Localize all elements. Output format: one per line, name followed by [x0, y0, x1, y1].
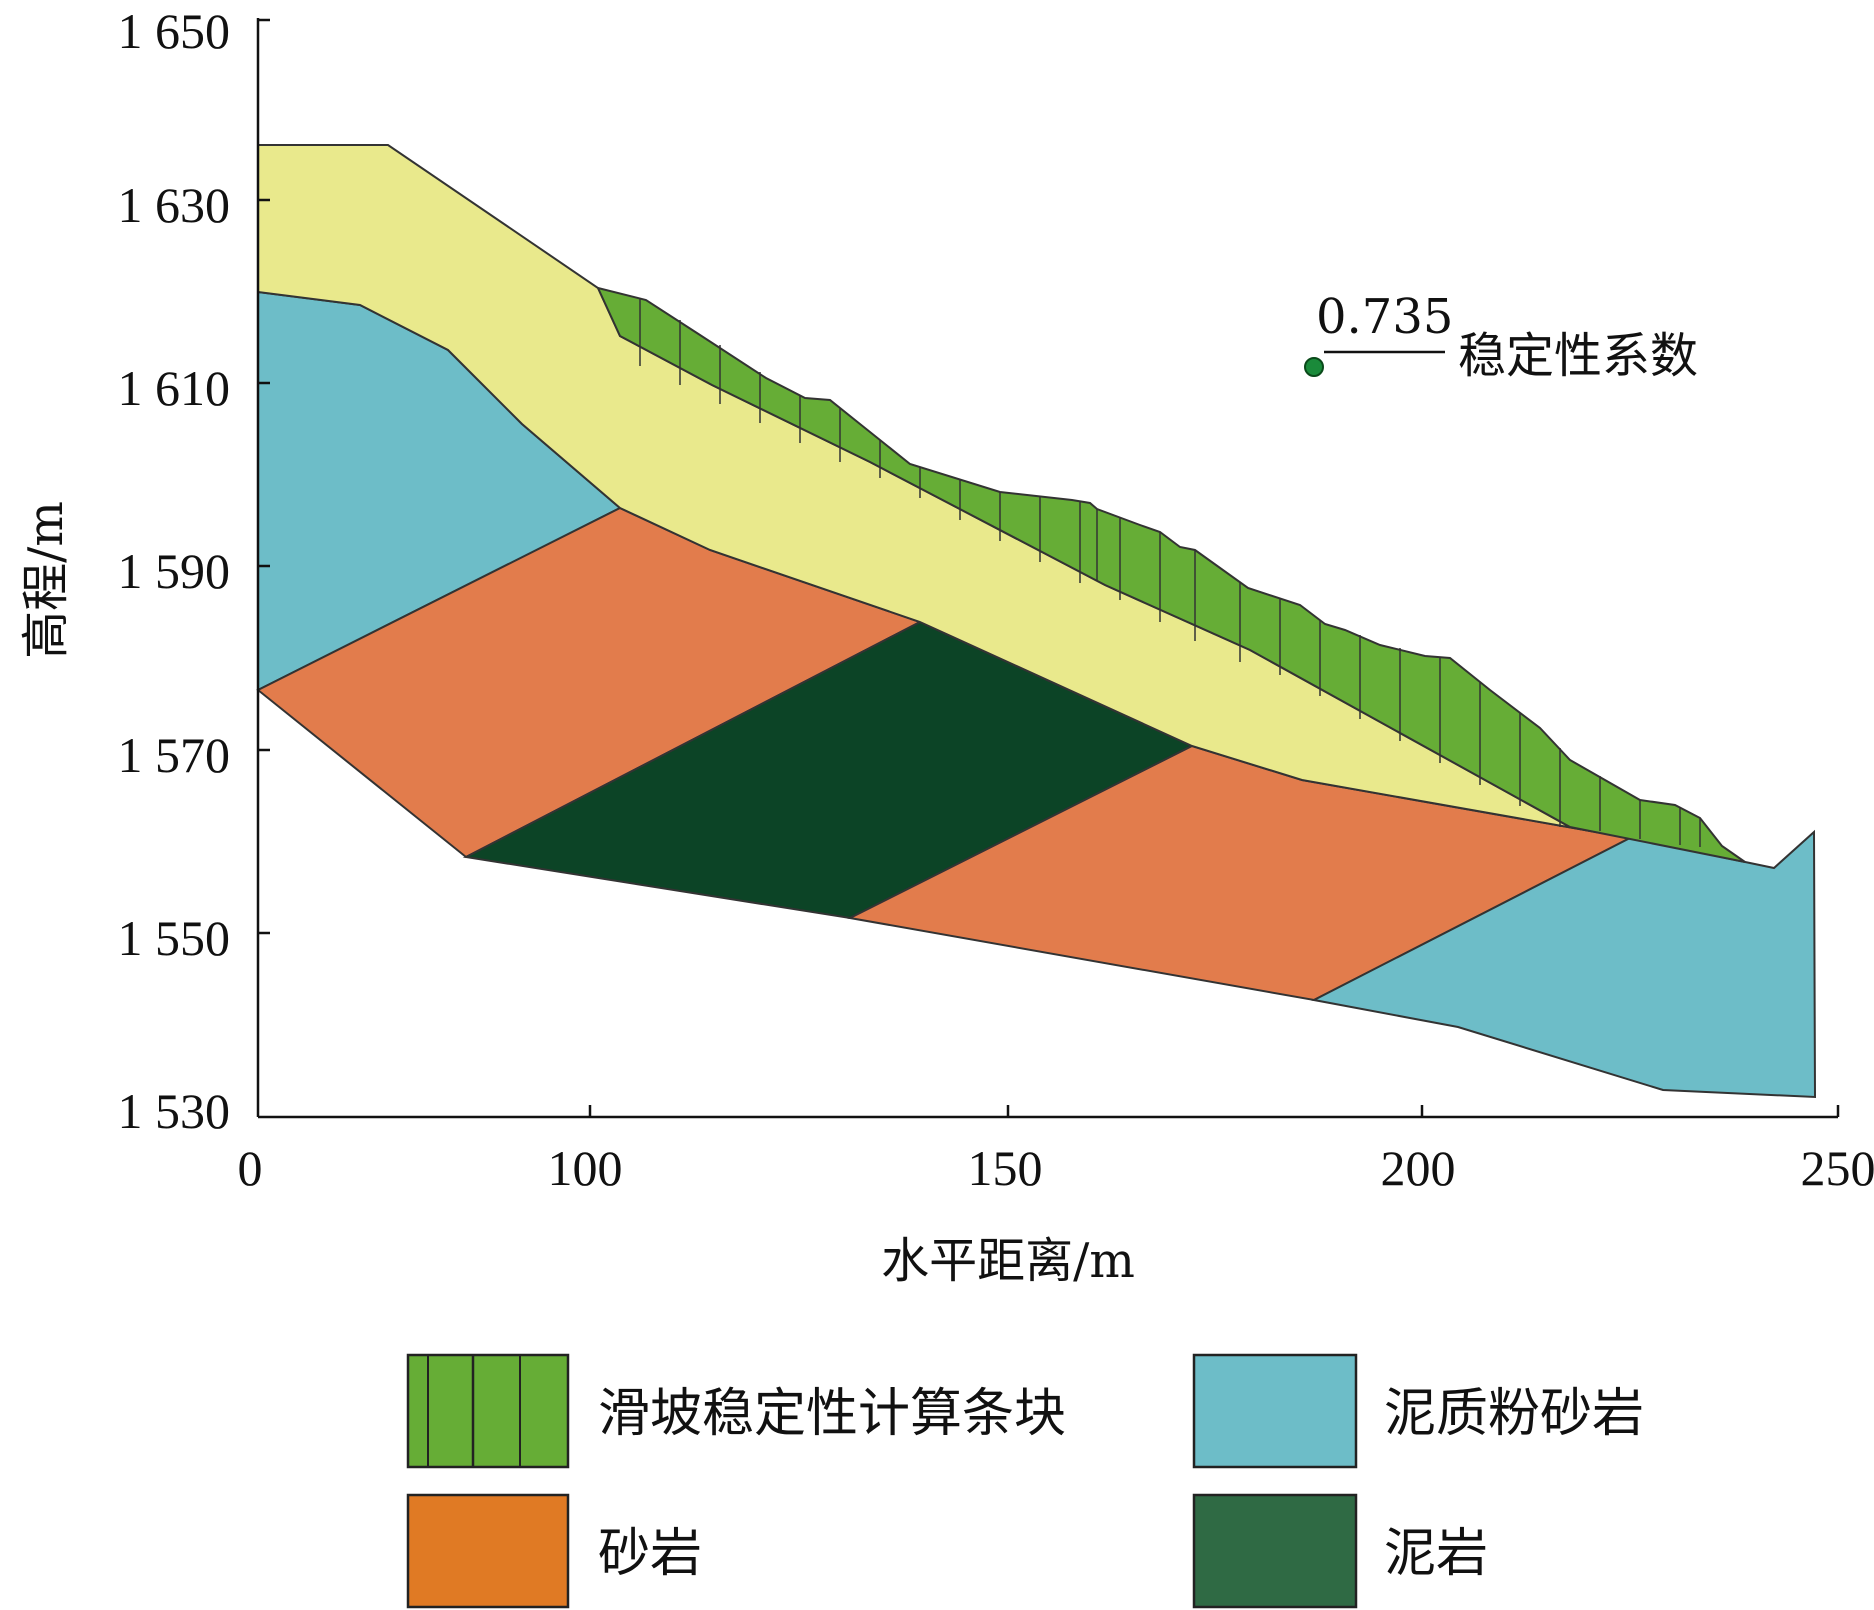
y-tick-label: 1 530	[118, 1083, 231, 1139]
y-tick-label: 1 610	[118, 360, 231, 416]
legend-swatch-mudstone	[1192, 1493, 1358, 1609]
y-tick-label: 1 570	[118, 727, 231, 783]
legend-item-slices: 滑坡稳定性计算条块	[406, 1353, 1066, 1469]
layers	[256, 144, 1817, 1099]
x-tick-label: 200	[1381, 1140, 1456, 1196]
axes	[256, 18, 1840, 1119]
y-tick-label: 1 650	[118, 3, 231, 59]
x-tick-label: 250	[1801, 1140, 1874, 1196]
slip-center-marker	[1304, 357, 1324, 377]
stability-annotation: 0.735 稳定性系数	[1304, 289, 1698, 384]
legend-item-mudstone-siltstone: 泥质粉砂岩	[1192, 1353, 1644, 1469]
legend-swatch-sandstone	[406, 1493, 570, 1609]
legend-label-slices: 滑坡稳定性计算条块	[598, 1384, 1066, 1444]
sliding-slices	[596, 286, 1746, 863]
y-axis-title: 高程/m	[18, 501, 74, 659]
legend-item-mudstone: 泥岩	[1192, 1493, 1488, 1609]
x-tick-label: 0	[238, 1140, 263, 1196]
legend-label-sandstone: 砂岩	[598, 1524, 702, 1584]
y-tick-label: 1 590	[118, 543, 231, 599]
legend-label-mudstone-siltstone: 泥质粉砂岩	[1384, 1384, 1644, 1444]
legend: 滑坡稳定性计算条块 泥质粉砂岩 砂岩 泥岩	[406, 1353, 1644, 1609]
legend-swatch-slices	[406, 1353, 570, 1469]
legend-label-mudstone: 泥岩	[1384, 1524, 1488, 1584]
x-tick-labels: 0 100 150 200 250	[238, 1140, 1874, 1196]
slice-dividers	[639, 298, 1701, 847]
stability-value: 0.735	[1316, 289, 1453, 345]
x-tick-label: 100	[548, 1140, 623, 1196]
y-tick-labels: 1 650 1 630 1 610 1 590 1 570 1 550 1 53…	[118, 3, 231, 1139]
legend-swatch-mudstone-siltstone	[1192, 1353, 1358, 1469]
y-tick-label: 1 630	[118, 177, 231, 233]
x-axis-title: 水平距离/m	[881, 1233, 1135, 1289]
y-tick-label: 1 550	[118, 910, 231, 966]
legend-item-sandstone: 砂岩	[406, 1493, 702, 1609]
slice-zone	[596, 286, 1746, 863]
stability-label: 稳定性系数	[1458, 328, 1698, 384]
x-tick-label: 150	[968, 1140, 1043, 1196]
